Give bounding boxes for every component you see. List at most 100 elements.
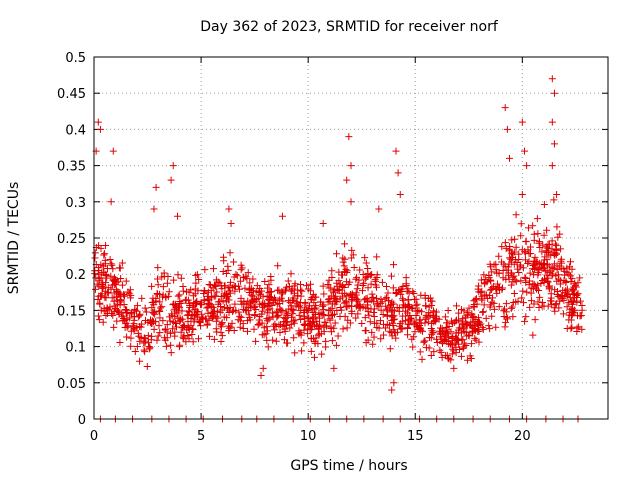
data-point — [154, 281, 162, 289]
data-point — [535, 303, 543, 311]
data-point — [352, 314, 360, 322]
x-axis-label: GPS time / hours — [290, 458, 407, 474]
data-point — [548, 237, 556, 245]
data-point — [485, 271, 493, 279]
data-point — [345, 292, 353, 300]
data-point — [264, 343, 272, 351]
data-point — [180, 332, 188, 340]
data-point — [488, 268, 496, 276]
data-point — [471, 334, 479, 342]
data-point — [411, 328, 419, 336]
data-point — [481, 291, 489, 299]
data-point — [195, 276, 203, 284]
data-point — [509, 278, 517, 286]
data-point — [390, 379, 398, 387]
data-point — [265, 300, 273, 308]
data-point — [407, 315, 415, 323]
data-point — [150, 301, 158, 309]
grid-lines — [94, 57, 608, 419]
data-point — [416, 348, 424, 356]
data-point — [260, 331, 268, 339]
data-point — [274, 262, 282, 270]
data-point — [390, 326, 398, 334]
data-point — [95, 316, 103, 324]
data-point — [117, 274, 125, 282]
data-point — [149, 308, 157, 316]
data-point — [342, 303, 350, 311]
data-point — [279, 289, 287, 297]
data-point — [333, 307, 341, 315]
data-point — [194, 335, 202, 343]
data-point — [470, 302, 478, 310]
y-tick-label: 0.1 — [65, 341, 86, 356]
data-point — [319, 220, 327, 228]
data-point — [232, 271, 240, 279]
data-point — [223, 314, 231, 322]
data-point — [156, 314, 164, 322]
data-point — [265, 293, 273, 301]
data-point — [529, 331, 537, 339]
data-point — [356, 266, 364, 274]
data-point — [486, 325, 494, 333]
data-point — [530, 230, 538, 238]
data-point — [557, 257, 565, 265]
data-point — [268, 301, 276, 309]
data-point — [295, 303, 303, 311]
data-point — [244, 317, 252, 325]
data-point — [185, 307, 193, 315]
data-point — [164, 272, 172, 280]
data-point — [284, 277, 292, 285]
data-point — [370, 298, 378, 306]
data-point — [500, 307, 508, 315]
data-point — [395, 307, 403, 315]
data-point — [165, 288, 173, 296]
data-point — [375, 324, 383, 332]
data-point — [432, 308, 440, 316]
data-point — [192, 279, 200, 287]
data-point — [355, 276, 363, 284]
data-point — [285, 282, 293, 290]
data-point — [166, 313, 174, 321]
data-point — [356, 301, 364, 309]
data-point — [275, 321, 283, 329]
data-point — [324, 298, 332, 306]
data-point — [169, 318, 177, 326]
data-point — [444, 354, 452, 362]
data-point — [544, 240, 552, 248]
data-point — [178, 307, 186, 315]
data-point — [185, 326, 193, 334]
data-point — [110, 277, 118, 285]
data-point — [459, 325, 467, 333]
data-point — [480, 271, 488, 279]
data-point — [354, 281, 362, 289]
data-point — [305, 321, 313, 329]
data-point — [127, 334, 135, 342]
data-point — [385, 297, 393, 305]
data-point — [531, 316, 539, 324]
data-point — [415, 307, 423, 315]
data-point — [123, 309, 131, 317]
data-point — [388, 298, 396, 306]
data-point — [376, 317, 384, 325]
data-point — [557, 245, 565, 253]
x-tick-label: 20 — [514, 429, 531, 444]
data-point — [353, 285, 361, 293]
data-point — [501, 323, 509, 331]
data-point — [553, 223, 561, 231]
data-point — [427, 352, 435, 360]
data-point — [356, 302, 364, 310]
data-point — [252, 337, 260, 345]
data-point — [177, 328, 185, 336]
data-point — [453, 335, 461, 343]
data-point — [102, 271, 110, 279]
data-point — [321, 318, 329, 326]
y-tick-label: 0.45 — [57, 87, 86, 102]
data-point — [291, 280, 299, 288]
data-point — [156, 298, 164, 306]
data-point — [96, 125, 104, 133]
data-point — [331, 300, 339, 308]
data-point — [258, 307, 266, 315]
data-point — [283, 310, 291, 318]
data-point — [522, 278, 530, 286]
data-point — [101, 250, 109, 258]
